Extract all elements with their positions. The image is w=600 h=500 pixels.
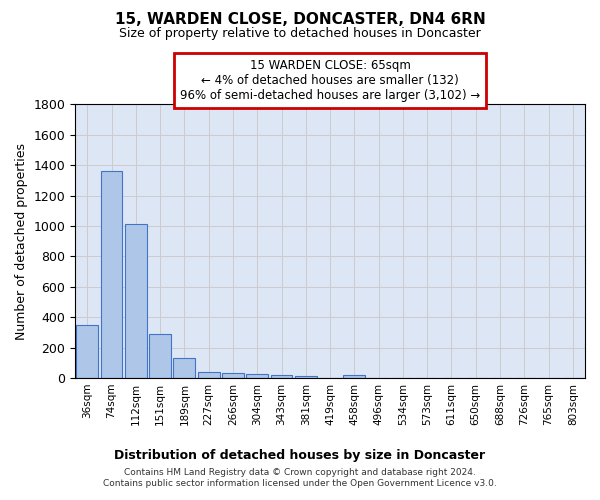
Text: Distribution of detached houses by size in Doncaster: Distribution of detached houses by size … <box>115 448 485 462</box>
Bar <box>222 372 244 378</box>
Text: Contains HM Land Registry data © Crown copyright and database right 2024.
Contai: Contains HM Land Registry data © Crown c… <box>103 468 497 487</box>
Bar <box>247 374 268 378</box>
Bar <box>125 224 147 378</box>
Text: Size of property relative to detached houses in Doncaster: Size of property relative to detached ho… <box>119 28 481 40</box>
Bar <box>101 171 122 378</box>
Y-axis label: Number of detached properties: Number of detached properties <box>15 142 28 340</box>
Bar <box>76 325 98 378</box>
Text: 15 WARDEN CLOSE: 65sqm
← 4% of detached houses are smaller (132)
96% of semi-det: 15 WARDEN CLOSE: 65sqm ← 4% of detached … <box>180 58 480 102</box>
Bar <box>271 376 292 378</box>
Text: 15, WARDEN CLOSE, DONCASTER, DN4 6RN: 15, WARDEN CLOSE, DONCASTER, DN4 6RN <box>115 12 485 28</box>
Bar <box>173 358 196 378</box>
Bar <box>149 334 171 378</box>
Bar <box>198 372 220 378</box>
Bar <box>295 376 317 378</box>
Bar <box>343 375 365 378</box>
